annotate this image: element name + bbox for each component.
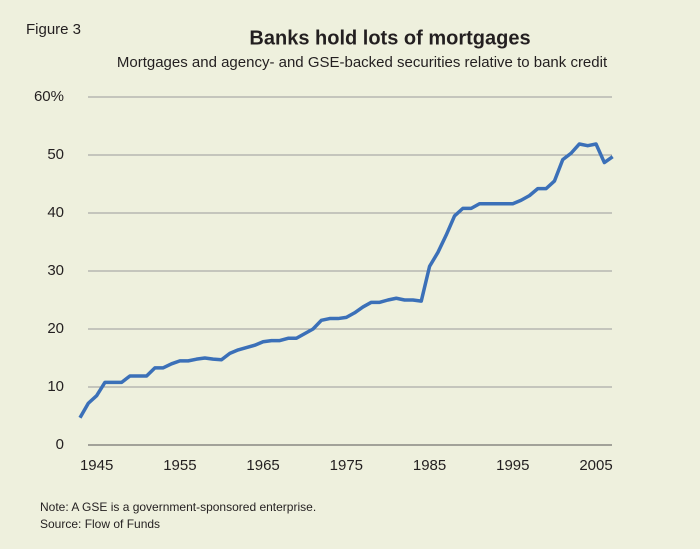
- x-tick-label: 2005: [579, 457, 612, 474]
- y-tick-label: 10: [47, 378, 64, 395]
- y-tick-label: 20: [47, 320, 64, 337]
- chart-subtitle: Mortgages and agency- and GSE-backed sec…: [117, 54, 608, 71]
- y-tick-label: 60%: [34, 88, 64, 105]
- y-tick-label: 50: [47, 146, 64, 163]
- x-tick-label: 1985: [413, 457, 446, 474]
- x-tick-label: 1965: [246, 457, 279, 474]
- source: Source: Flow of Funds: [40, 517, 160, 531]
- y-tick-label: 40: [47, 204, 64, 221]
- x-tick-label: 1955: [163, 457, 196, 474]
- data-line: [78, 142, 614, 419]
- figure-label: Figure 3: [26, 21, 81, 38]
- x-tick-label: 1995: [496, 457, 529, 474]
- x-tick-label: 1945: [80, 457, 113, 474]
- chart-title: Banks hold lots of mortgages: [249, 27, 530, 49]
- y-tick-label: 30: [47, 262, 64, 279]
- x-tick-label: 1975: [330, 457, 363, 474]
- y-tick-label: 0: [56, 436, 64, 453]
- note: Note: A GSE is a government-sponsored en…: [40, 500, 316, 514]
